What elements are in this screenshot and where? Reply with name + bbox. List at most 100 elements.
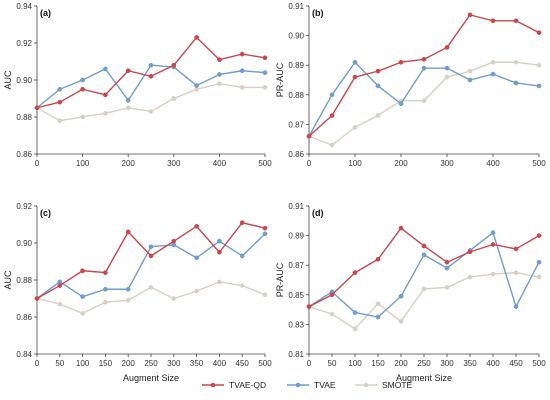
- data-point: [57, 99, 63, 105]
- series-line: [308, 14, 540, 137]
- data-point: [398, 319, 404, 324]
- y-tick-label: 0.91: [288, 2, 304, 11]
- data-point: [103, 270, 108, 275]
- data-point: [352, 310, 358, 315]
- data-point: [171, 296, 177, 301]
- x-tick-label: 100: [348, 159, 362, 168]
- data-point: [262, 292, 268, 298]
- x-tick-label: 500: [532, 159, 546, 168]
- data-point: [148, 253, 154, 259]
- data-point: [513, 59, 519, 65]
- data-point: [536, 259, 542, 265]
- x-tick-label: 300: [440, 359, 454, 368]
- data-point: [262, 225, 268, 231]
- y-tick-label: 0.88: [16, 276, 32, 285]
- x-tick-label: 150: [371, 359, 385, 368]
- y-tick-label: 0.84: [16, 350, 32, 359]
- data-point: [352, 59, 358, 65]
- data-point: [34, 105, 40, 111]
- data-point: [262, 231, 268, 237]
- data-point: [262, 55, 268, 61]
- x-tick-label: 100: [76, 359, 90, 368]
- data-point: [125, 286, 131, 292]
- data-point: [306, 133, 312, 139]
- y-tick-label: 0.88: [16, 113, 32, 122]
- legend-item-tvae-qd: TVAE-QD: [202, 380, 266, 390]
- data-point: [421, 252, 427, 258]
- data-point: [490, 18, 496, 24]
- data-point: [217, 81, 222, 87]
- x-tick-label: 400: [486, 359, 500, 368]
- legend-marker: [210, 382, 216, 388]
- x-tick-label: 50: [55, 359, 64, 368]
- data-point: [444, 259, 450, 265]
- data-point: [398, 293, 404, 299]
- panel-3: 0.84 0.86 0.88 0.90 0.92 0 50 100 150 200 250 300 35…: [3, 202, 272, 383]
- series-tvae-qd: [34, 35, 268, 111]
- y-tick-label: 0.89: [288, 61, 304, 70]
- data-point: [194, 288, 199, 294]
- x-tick-label: 0: [307, 159, 312, 168]
- data-point: [490, 71, 496, 77]
- x-tick-label: 300: [167, 359, 181, 368]
- data-point: [375, 314, 381, 320]
- data-point: [421, 98, 427, 104]
- data-point: [536, 274, 542, 280]
- data-point: [80, 268, 85, 274]
- data-point: [194, 83, 199, 88]
- y-tick-label: 0.86: [288, 150, 304, 159]
- y-tick-label: 0.88: [288, 91, 304, 100]
- data-point: [421, 286, 427, 292]
- panel-label: (d): [312, 208, 324, 218]
- y-tick-label: 0.86: [16, 313, 32, 322]
- series-tvae-qd: [306, 225, 542, 309]
- data-point: [80, 77, 85, 83]
- y-tick-label: 0.81: [288, 350, 304, 359]
- series-line: [36, 82, 265, 122]
- x-tick-label: 200: [394, 159, 408, 168]
- series-smote: [34, 279, 268, 316]
- series-line: [36, 64, 266, 109]
- data-point: [239, 85, 245, 90]
- panel-label: (c): [40, 208, 51, 218]
- y-tick-label: 0.87: [288, 261, 304, 270]
- x-tick-label: 0: [307, 359, 312, 368]
- data-point: [148, 73, 154, 79]
- series-smote: [34, 81, 268, 124]
- chart-panels: 0.860.880.900.920.940 100 200 300 400 500AUC(…: [3, 2, 546, 383]
- y-tick-label: 0.85: [288, 291, 304, 300]
- panel-2: 0.86 0.87 0.88 0.89 0.90 0.91 0 100 200 300 400 500…: [275, 2, 546, 168]
- y-tick-label: 0.92: [16, 39, 32, 48]
- data-point: [329, 113, 335, 118]
- data-point: [467, 68, 473, 74]
- data-point: [444, 65, 450, 71]
- data-point: [239, 51, 245, 57]
- data-point: [352, 74, 358, 80]
- panel-1: 0.86 0.88 0.90 0.92 0.94 0 100 200 300 400 500 AUC (…: [3, 2, 272, 168]
- data-point: [444, 285, 450, 290]
- data-point: [262, 70, 268, 75]
- data-point: [536, 233, 542, 238]
- data-point: [536, 83, 542, 89]
- data-point: [467, 274, 473, 280]
- data-point: [80, 86, 85, 92]
- y-axis-title: AUC: [3, 270, 13, 290]
- data-point: [375, 113, 381, 118]
- data-point: [421, 65, 427, 71]
- legend-label: TVAE-QD: [229, 380, 266, 390]
- x-tick-label: 500: [258, 359, 272, 368]
- data-point: [239, 220, 245, 225]
- x-tick-label: 100: [76, 159, 90, 168]
- data-point: [171, 62, 177, 68]
- x-tick-label: 400: [213, 359, 227, 368]
- data-point: [352, 270, 358, 275]
- x-tick-label: 350: [190, 359, 204, 368]
- x-tick-label: 0: [35, 359, 40, 368]
- data-point: [444, 265, 450, 271]
- data-point: [352, 326, 358, 332]
- data-point: [125, 98, 131, 103]
- data-point: [194, 255, 199, 261]
- data-point: [398, 59, 404, 65]
- data-point: [57, 86, 63, 92]
- data-point: [103, 110, 108, 116]
